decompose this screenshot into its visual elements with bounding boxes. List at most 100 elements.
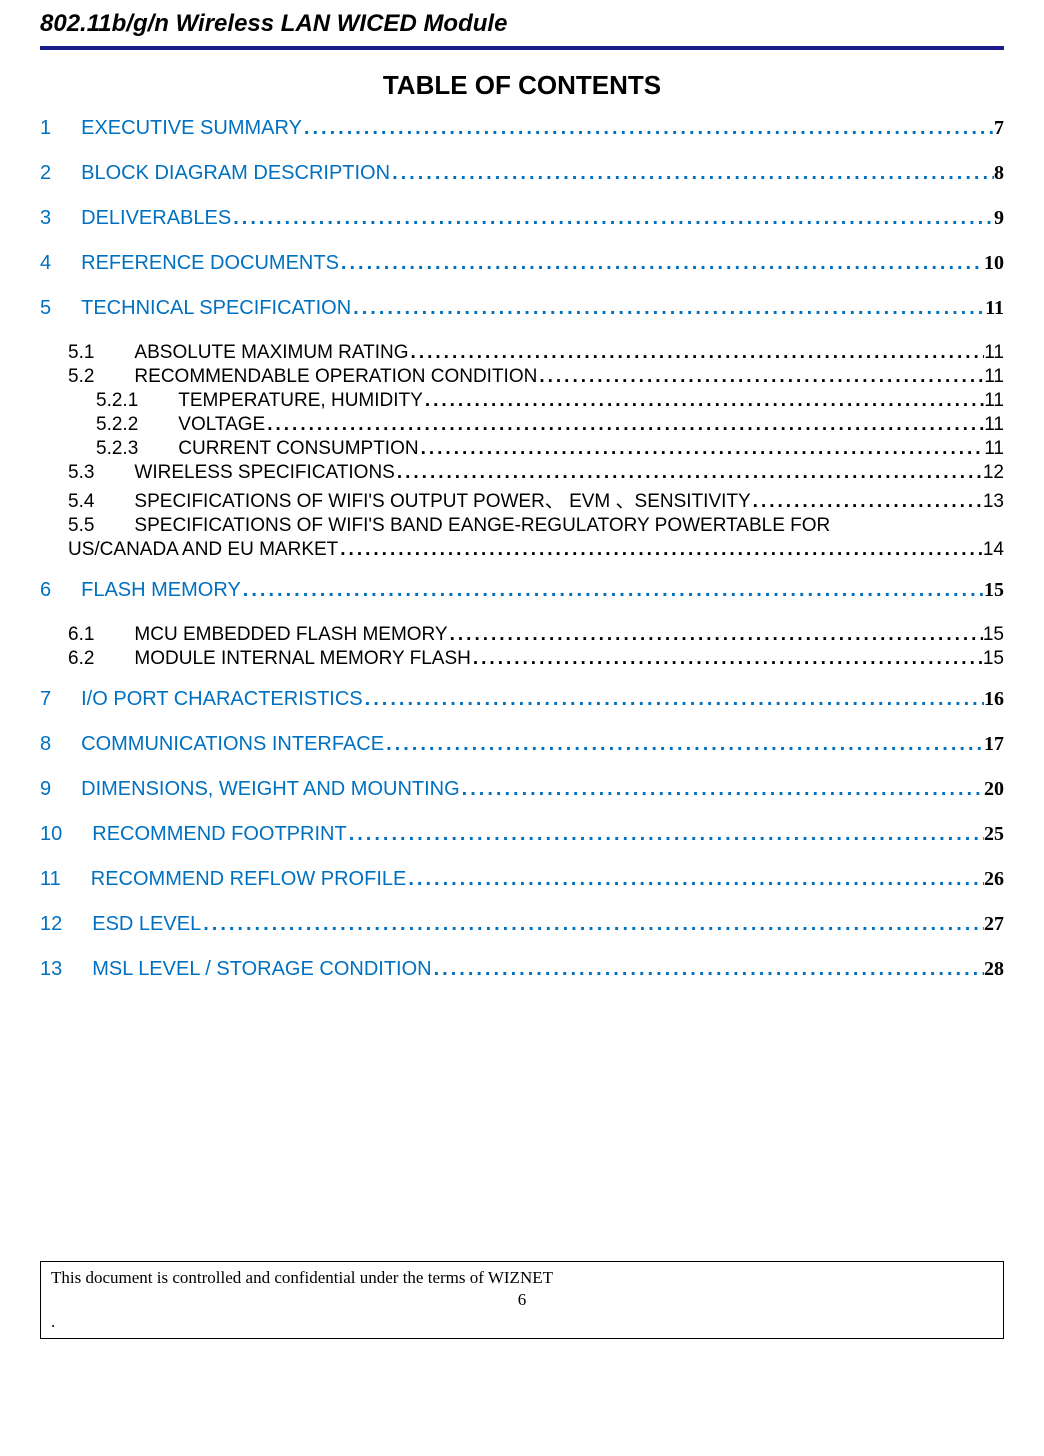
toc-entry[interactable]: 12ESD LEVEL27 — [40, 913, 1004, 936]
toc-leader-dots — [231, 207, 994, 230]
toc-entry[interactable]: 5.2.1TEMPERATURE, HUMIDITY11 — [96, 390, 1004, 412]
toc-title: I/O PORT CHARACTERISTICS — [81, 688, 363, 711]
toc-entry[interactable]: 2BLOCK DIAGRAM DESCRIPTION8 — [40, 162, 1004, 185]
toc-title: DIMENSIONS, WEIGHT AND MOUNTING — [81, 778, 460, 801]
toc-leader-dots — [471, 648, 983, 670]
toc-page-number: 10 — [984, 252, 1004, 275]
toc-page-number: 11 — [984, 414, 1004, 436]
toc-entry[interactable]: 1EXECUTIVE SUMMARY7 — [40, 117, 1004, 140]
toc-title: US/CANADA AND EU MARKET — [68, 539, 338, 561]
toc-leader-dots — [338, 539, 983, 561]
toc-leader-dots — [448, 624, 983, 646]
toc-number: 6.2 — [68, 648, 94, 670]
toc-entry[interactable]: 5.2.2 VOLTAGE 11 — [96, 414, 1004, 436]
toc-leader-dots — [409, 342, 985, 364]
toc-title: RECOMMEND FOOTPRINT — [92, 823, 346, 846]
toc-title: REFERENCE DOCUMENTS — [81, 252, 339, 275]
toc-entry[interactable]: 5.1 ABSOLUTE MAXIMUM RATING 11 — [68, 342, 1004, 364]
toc-entry[interactable]: 3DELIVERABLES9 — [40, 207, 1004, 230]
toc-sub-group: 5.1 ABSOLUTE MAXIMUM RATING 11 5.2 RECOMMEND… — [40, 342, 1004, 561]
toc-page-number: 12 — [983, 462, 1004, 484]
toc-page-number: 25 — [984, 823, 1004, 846]
toc-title: FLASH MEMORY — [81, 579, 241, 602]
toc-entry[interactable]: 5.4 SPECIFICATIONS OF WIFI'S OUTPUT POWER… — [68, 486, 1004, 513]
toc-page-number: 11 — [985, 297, 1004, 320]
toc-entry[interactable]: 6.2 MODULE INTERNAL MEMORY FLASH 15 — [68, 648, 1004, 670]
toc-page-number: 11 — [984, 342, 1004, 364]
toc-title: RECOMMENDABLE OPERATION CONDITION — [134, 366, 537, 388]
toc-entry[interactable]: 6 FLASH MEMORY 15 — [40, 579, 1004, 602]
toc-number: 7 — [40, 688, 51, 711]
toc-entry[interactable]: 5TECHNICAL SPECIFICATION11 — [40, 297, 1004, 320]
toc-number: 2 — [40, 162, 51, 185]
toc-leader-dots — [751, 491, 983, 513]
footer-page-number: 6 — [51, 1290, 993, 1310]
toc-title: COMMUNICATIONS INTERFACE — [81, 733, 384, 756]
toc-leader-dots — [265, 414, 984, 436]
toc-sub-group: 6.1MCU EMBEDDED FLASH MEMORY156.2 MODULE … — [40, 624, 1004, 670]
toc-number: 10 — [40, 823, 62, 846]
toc-entry[interactable]: 13 MSL LEVEL / STORAGE CONDITION 28 — [40, 958, 1004, 981]
toc-entry[interactable]: 7 I/O PORT CHARACTERISTICS 16 — [40, 688, 1004, 711]
toc-number: 13 — [40, 958, 62, 981]
toc-entry[interactable]: 8COMMUNICATIONS INTERFACE17 — [40, 733, 1004, 756]
toc-title: ESD LEVEL — [92, 913, 201, 936]
toc-page-number: 20 — [984, 778, 1004, 801]
toc-entry[interactable]: 6.1MCU EMBEDDED FLASH MEMORY15 — [68, 624, 1004, 646]
toc-number: 5.1 — [68, 342, 94, 364]
toc-page-number: 17 — [984, 733, 1004, 756]
toc-title: MSL LEVEL / STORAGE CONDITION — [92, 958, 431, 981]
toc-entry[interactable]: 4 REFERENCE DOCUMENTS 10 — [40, 252, 1004, 275]
toc-page-number: 26 — [984, 868, 1004, 891]
toc-number: 5.4 — [68, 491, 94, 513]
toc-entry[interactable]: 9 DIMENSIONS, WEIGHT AND MOUNTING 20 — [40, 778, 1004, 801]
toc-leader-dots — [460, 778, 984, 801]
toc-entry[interactable]: 5.2.3 CURRENT CONSUMPTION 11 — [96, 438, 1004, 460]
toc-title: VOLTAGE — [178, 414, 265, 436]
toc-title: SPECIFICATIONS OF WIFI'S BAND EANGE-REGU… — [134, 515, 830, 537]
toc-entry[interactable]: 11RECOMMEND REFLOW PROFILE26 — [40, 868, 1004, 891]
toc-page-number: 15 — [983, 648, 1004, 670]
toc-number: 5.2.3 — [96, 438, 138, 460]
toc-leader-dots — [363, 688, 984, 711]
document-title: 802.11b/g/n Wireless LAN WICED Module — [40, 10, 1004, 50]
toc-number: 4 — [40, 252, 51, 275]
toc-leader-dots — [423, 390, 984, 412]
toc-leader-dots — [201, 913, 984, 936]
toc-entry[interactable]: US/CANADA AND EU MARKET14 — [68, 539, 1004, 561]
toc-page-number: 11 — [984, 366, 1004, 388]
toc-title: TECHNICAL SPECIFICATION — [81, 297, 351, 320]
toc-title: SPECIFICATIONS OF WIFI'S OUTPUT POWER、 E… — [134, 486, 750, 513]
toc-leader-dots — [406, 868, 984, 891]
toc-title: BLOCK DIAGRAM DESCRIPTION — [81, 162, 390, 185]
toc-title: EXECUTIVE SUMMARY — [81, 117, 302, 140]
toc-entry[interactable]: 5.5 SPECIFICATIONS OF WIFI'S BAND EANGE-R… — [68, 515, 1004, 537]
toc-page-number: 15 — [984, 579, 1004, 602]
toc-number: 9 — [40, 778, 51, 801]
toc-leader-dots — [302, 117, 994, 140]
toc-page-number: 28 — [984, 958, 1004, 981]
toc-entry[interactable]: 10 RECOMMEND FOOTPRINT 25 — [40, 823, 1004, 846]
toc-number: 5.5 — [68, 515, 94, 537]
toc-page-number: 11 — [984, 438, 1004, 460]
toc-page-number: 9 — [994, 207, 1004, 230]
toc-container: 1 EXECUTIVE SUMMARY 7 2 BLOCK DIAGRAM DESCRI… — [40, 117, 1004, 981]
footer-text: This document is controlled and confiden… — [51, 1268, 993, 1288]
toc-number: 5.2.2 — [96, 414, 138, 436]
toc-title: CURRENT CONSUMPTION — [178, 438, 418, 460]
toc-leader-dots — [384, 733, 984, 756]
toc-leader-dots — [537, 366, 984, 388]
toc-title: ABSOLUTE MAXIMUM RATING — [134, 342, 408, 364]
toc-number: 6 — [40, 579, 51, 602]
toc-page-number: 11 — [984, 390, 1004, 412]
toc-entry[interactable]: 5.2 RECOMMENDABLE OPERATION CONDITION 11 — [68, 366, 1004, 388]
toc-leader-dots — [395, 462, 983, 484]
toc-page-number: 16 — [984, 688, 1004, 711]
toc-page-number: 15 — [983, 624, 1004, 646]
toc-leader-dots — [390, 162, 994, 185]
toc-number: 1 — [40, 117, 51, 140]
toc-entry[interactable]: 5.3WIRELESS SPECIFICATIONS12 — [68, 462, 1004, 484]
toc-leader-dots — [351, 297, 985, 320]
toc-number: 5.2 — [68, 366, 94, 388]
toc-title: MODULE INTERNAL MEMORY FLASH — [134, 648, 470, 670]
